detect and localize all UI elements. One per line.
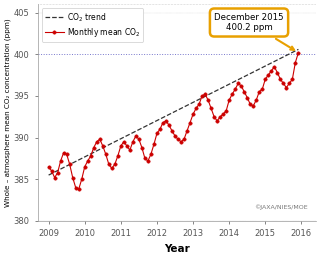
CO$_2$ trend [236,78,240,81]
Monthly mean CO$_2$ [239,84,243,87]
CO$_2$ trend [170,111,174,115]
Line: Monthly mean CO$_2$: Monthly mean CO$_2$ [47,51,300,191]
CO$_2$ trend [50,172,53,175]
X-axis label: Year: Year [164,244,190,254]
Text: December 2015
400.2 ppm: December 2015 400.2 ppm [214,13,294,50]
Monthly mean CO$_2$ [296,51,300,54]
Text: ©JAXA/NIES/MOE: ©JAXA/NIES/MOE [254,204,308,210]
Monthly mean CO$_2$ [161,121,165,124]
CO$_2$ trend [248,72,252,75]
CO$_2$ trend [47,174,51,177]
Line: CO$_2$ trend: CO$_2$ trend [49,49,298,175]
Monthly mean CO$_2$ [77,188,81,191]
Monthly mean CO$_2$ [173,134,177,138]
CO$_2$ trend [158,117,162,120]
Monthly mean CO$_2$ [62,151,66,154]
Monthly mean CO$_2$ [50,169,53,172]
Monthly mean CO$_2$ [251,104,255,107]
CO$_2$ trend [62,166,66,169]
Legend: CO$_2$ trend, Monthly mean CO$_2$: CO$_2$ trend, Monthly mean CO$_2$ [42,8,143,42]
CO$_2$ trend [296,48,300,51]
Monthly mean CO$_2$ [47,165,51,168]
Y-axis label: Whole – atmosphere mean CO₂ concentration (ppm): Whole – atmosphere mean CO₂ concentratio… [4,18,11,207]
